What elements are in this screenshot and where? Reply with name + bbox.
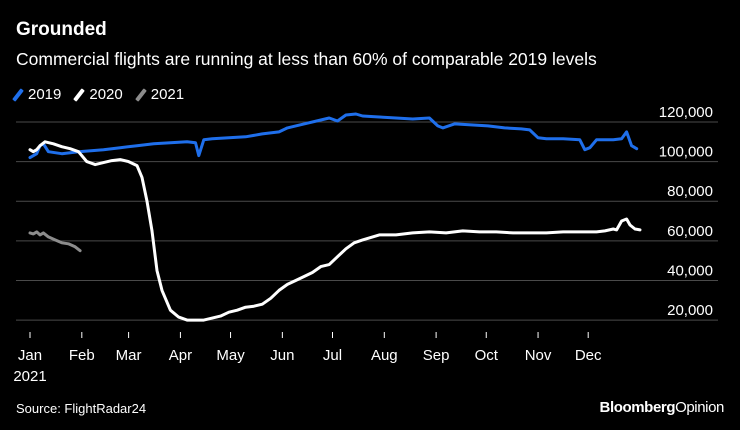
y-tick-label-120000: 120,000 (659, 104, 713, 121)
x-tick-label-aug: Aug (371, 347, 398, 364)
x-tick-label-apr: Apr (169, 347, 192, 364)
legend-label-2019: 2019 (28, 86, 62, 103)
brand-main: Bloomberg (599, 399, 676, 416)
x-tick-label-jul: Jul (323, 347, 342, 364)
x-tick-label-dec: Dec (575, 347, 602, 364)
legend-item-2021: 2021 (134, 86, 185, 103)
y-tick-label-80000: 80,000 (667, 183, 713, 200)
x-tick-label-feb: Feb (69, 347, 95, 364)
x-tick-label-sep: Sep (423, 347, 450, 364)
legend: 2019 2020 2021 (12, 86, 185, 103)
series-line-2019 (28, 112, 639, 160)
y-tick-label-40000: 40,000 (667, 262, 713, 279)
chart-title: Grounded (16, 19, 107, 40)
x-tick-label-nov: Nov (525, 347, 552, 364)
series-line-2021 (28, 230, 82, 253)
brand-logo: BloombergOpinion (599, 399, 725, 416)
legend-item-2020: 2020 (73, 86, 123, 103)
chart-subtitle: Commercial flights are running at less t… (16, 49, 597, 69)
x-tick-label-jan: Jan (18, 347, 42, 364)
y-tick-label-20000: 20,000 (667, 302, 713, 319)
brand-sub: Opinion (675, 399, 724, 416)
y-tick-label-60000: 60,000 (667, 223, 713, 240)
legend-item-2019: 2019 (12, 86, 62, 103)
x-tick-sublabel-2021: 2021 (13, 368, 46, 385)
series-line-2020 (28, 140, 642, 322)
legend-label-2020: 2020 (89, 86, 123, 103)
legend-label-2021: 2021 (150, 86, 185, 103)
x-tick-label-may: May (216, 347, 245, 364)
x-tick-label-mar: Mar (116, 347, 142, 364)
y-tick-label-100000: 100,000 (659, 144, 713, 161)
x-tick-label-oct: Oct (475, 347, 499, 364)
x-tick-label-jun: Jun (270, 347, 294, 364)
source-note: Source: FlightRadar24 (16, 401, 147, 416)
